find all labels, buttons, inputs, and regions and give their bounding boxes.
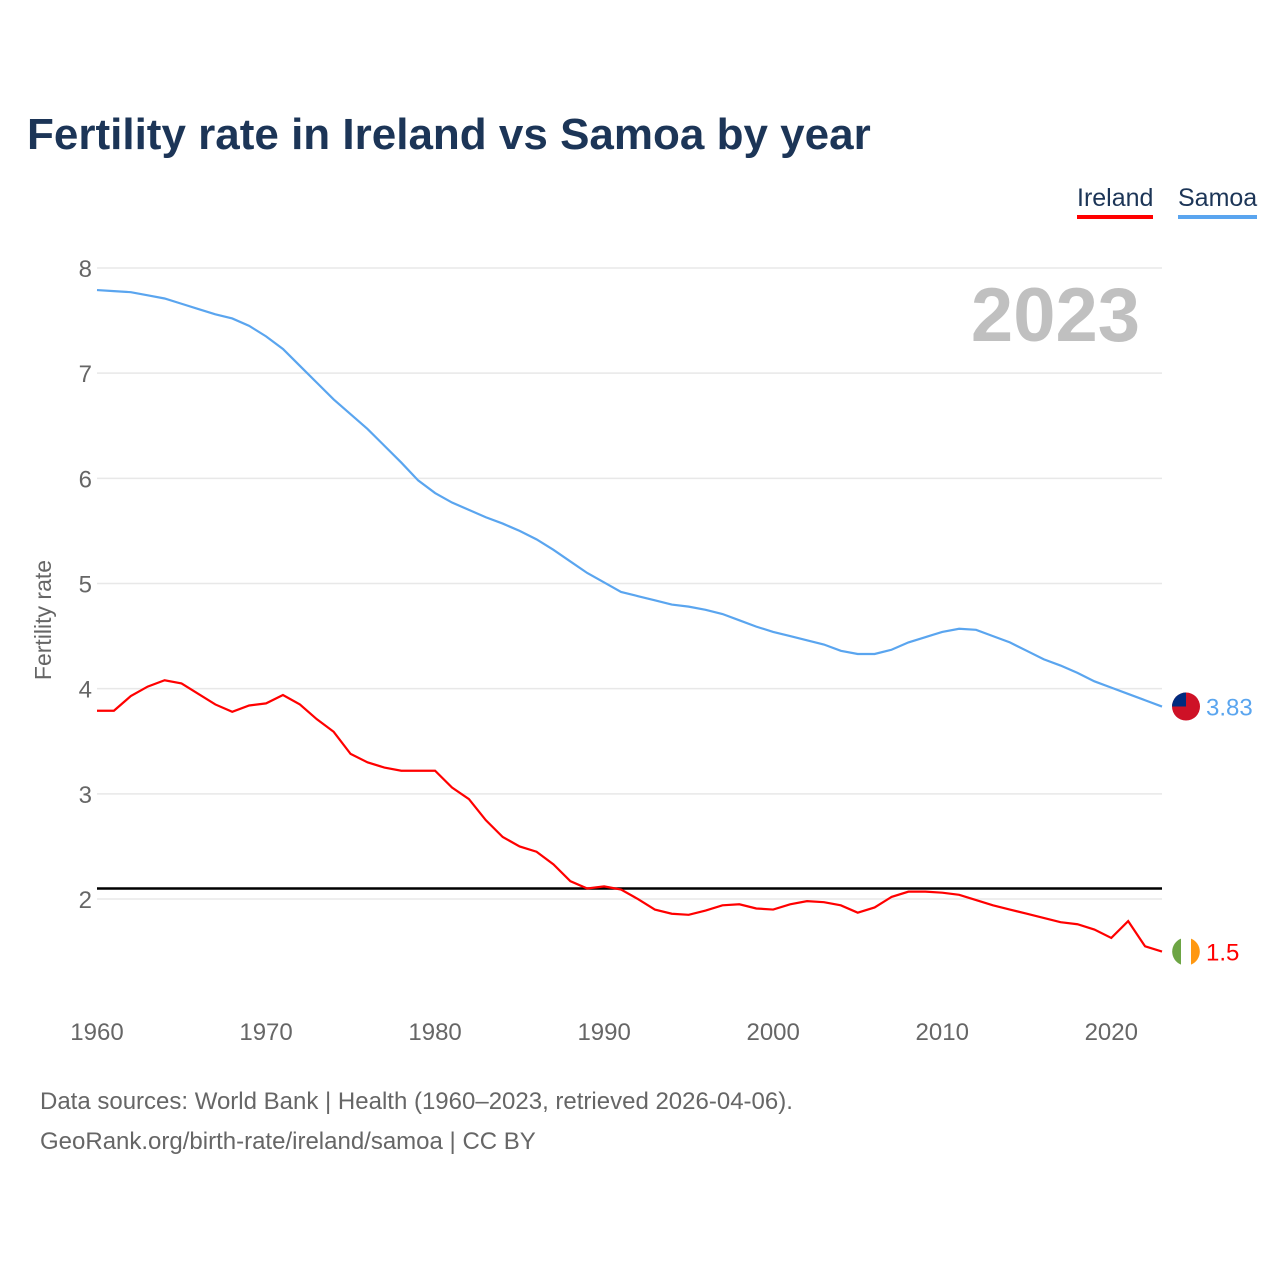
x-tick-label: 1960 [70,1019,123,1046]
y-axis-label: Fertility rate [30,560,56,680]
y-tick-label: 6 [79,466,92,493]
y-tick-label: 4 [79,677,92,704]
x-tick-label: 1990 [577,1019,630,1046]
footer-sources: Data sources: World Bank | Health (1960–… [40,1088,793,1115]
y-tick-label: 7 [79,361,92,388]
end-value-label-samoa: 3.83 [1206,695,1253,722]
y-tick-label: 3 [79,782,92,809]
x-tick-label: 2020 [1085,1019,1138,1046]
legend-samoa[interactable]: Samoa [1178,184,1258,219]
x-tick-label: 1980 [408,1019,461,1046]
series-line-ireland [97,679,1163,953]
end-value-label-ireland: 1.5 [1206,940,1239,967]
legend-ireland[interactable]: Ireland [1077,184,1154,219]
year-watermark: 2023 [971,273,1140,358]
series-line-samoa [96,288,1163,708]
y-tick-label: 8 [79,256,92,283]
x-tick-label: 1970 [239,1019,292,1046]
footer-link[interactable]: GeoRank.org/birth-rate/ireland/samoa | C… [40,1128,536,1155]
y-tick-label: 2 [79,887,92,914]
x-tick-label: 2000 [746,1019,799,1046]
ireland-flag-orange [1191,938,1200,965]
samoa-flag-canton [1172,692,1186,707]
ireland-flag-green [1172,938,1181,965]
x-tick-label: 2010 [916,1019,969,1046]
y-tick-label: 5 [79,572,92,599]
chart-title: Fertility rate in Ireland vs Samoa by ye… [27,110,871,159]
